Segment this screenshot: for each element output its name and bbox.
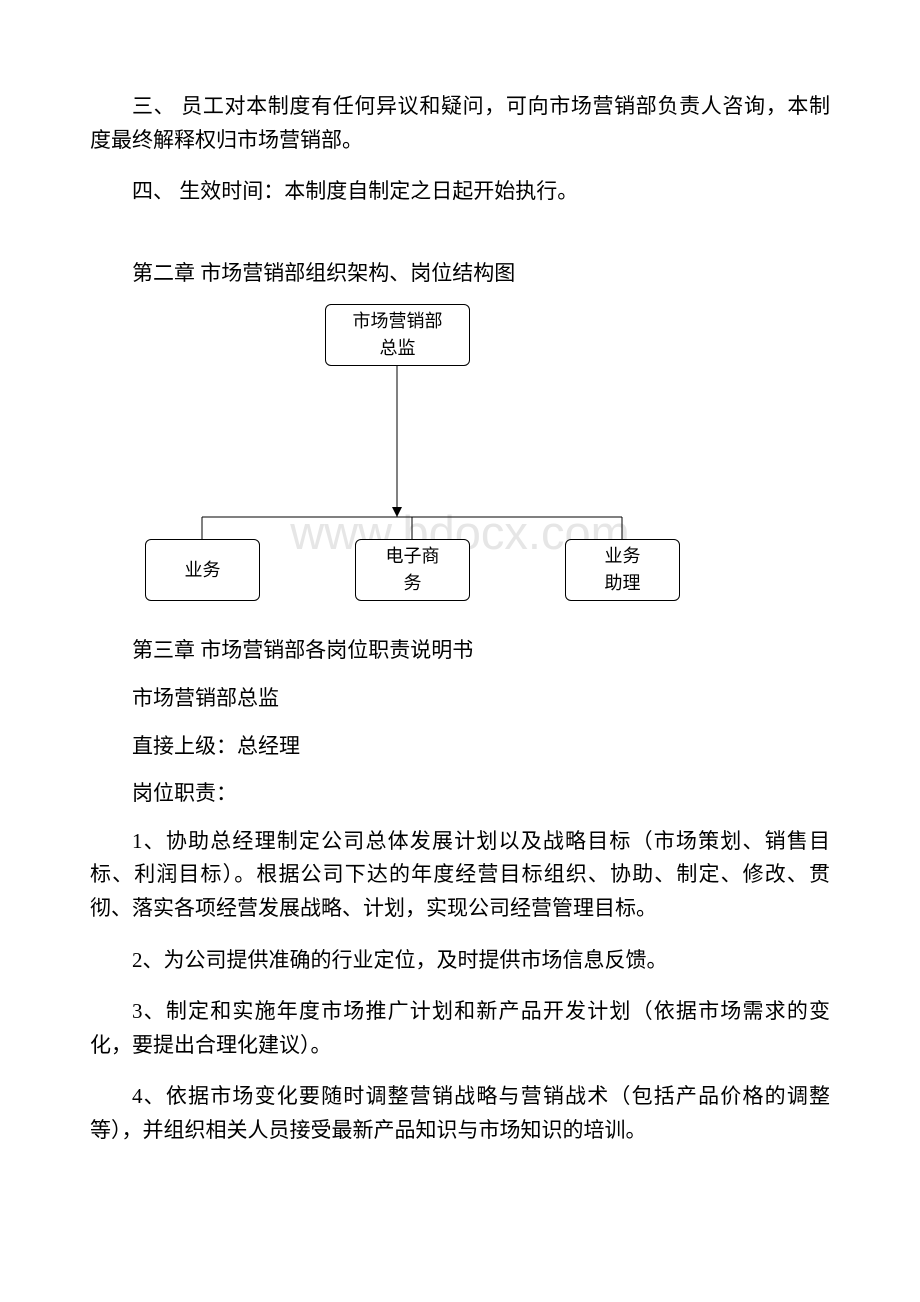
org-chart: 市场营销部 总监 业务 电子商 务 业务 助理 [90, 304, 830, 614]
org-node-child-2: 电子商 务 [355, 539, 470, 601]
org-node-root-line2: 总监 [380, 335, 416, 362]
paragraph-item-four: 四、 生效时间：本制度自制定之日起开始执行。 [90, 175, 830, 209]
chapter-2-heading: 第二章 市场营销部组织架构、岗位结构图 [90, 257, 830, 291]
duty-3: 3、制定和实施年度市场推广计划和新产品开发计划（依据市场需求的变化，要提出合理化… [90, 995, 830, 1062]
spacer [90, 227, 830, 257]
org-node-child-2-line2: 务 [404, 570, 422, 597]
supervisor-line: 直接上级：总经理 [90, 730, 830, 764]
connector-arrowhead [392, 507, 402, 517]
org-node-child-3-line1: 业务 [605, 543, 641, 570]
org-node-child-3: 业务 助理 [565, 539, 680, 601]
role-title: 市场营销部总监 [90, 682, 830, 716]
org-node-child-3-line2: 助理 [605, 570, 641, 597]
org-node-child-2-line1: 电子商 [386, 543, 440, 570]
org-node-root-line1: 市场营销部 [353, 308, 443, 335]
duty-2: 2、为公司提供准确的行业定位，及时提供市场信息反馈。 [90, 944, 830, 978]
org-node-root: 市场营销部 总监 [325, 304, 470, 366]
chapter-3-heading: 第三章 市场营销部各岗位职责说明书 [90, 634, 830, 668]
org-node-child-1-line1: 业务 [185, 557, 221, 584]
paragraph-item-three: 三、 员工对本制度有任何异议和疑问，可向市场营销部负责人咨询，本制度最终解释权归… [90, 90, 830, 157]
duty-4: 4、依据市场变化要随时调整营销战略与营销战术（包括产品价格的调整等），并组织相关… [90, 1080, 830, 1147]
duties-label: 岗位职责： [90, 777, 830, 811]
org-node-child-1: 业务 [145, 539, 260, 601]
duty-1: 1、协助总经理制定公司总体发展计划以及战略目标（市场策划、销售目标、利润目标）。… [90, 825, 830, 926]
